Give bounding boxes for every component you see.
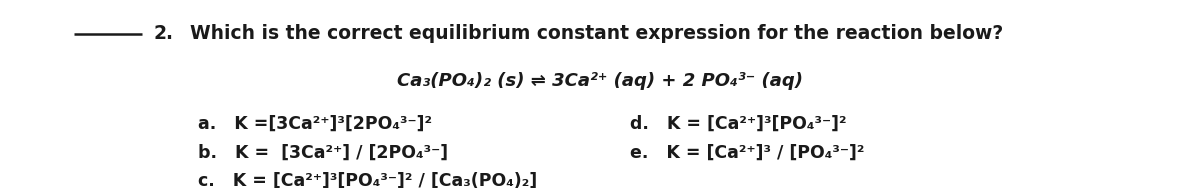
Text: c.   K = [Ca²⁺]³[PO₄³⁻]² / [Ca₃(PO₄)₂]: c. K = [Ca²⁺]³[PO₄³⁻]² / [Ca₃(PO₄)₂]: [198, 171, 538, 188]
Text: 2.: 2.: [154, 24, 174, 43]
Text: d.   K = [Ca²⁺]³[PO₄³⁻]²: d. K = [Ca²⁺]³[PO₄³⁻]²: [630, 115, 847, 133]
Text: e.   K = [Ca²⁺]³ / [PO₄³⁻]²: e. K = [Ca²⁺]³ / [PO₄³⁻]²: [630, 143, 864, 161]
Text: a.   K =[3Ca²⁺]³[2PO₄³⁻]²: a. K =[3Ca²⁺]³[2PO₄³⁻]²: [198, 115, 432, 133]
Text: Which is the correct equilibrium constant expression for the reaction below?: Which is the correct equilibrium constan…: [190, 24, 1003, 43]
Text: b.   K =  [3Ca²⁺] / [2PO₄³⁻]: b. K = [3Ca²⁺] / [2PO₄³⁻]: [198, 143, 448, 161]
Text: Ca₃(PO₄)₂ (s) ⇌ 3Ca²⁺ (aq) + 2 PO₄³⁻ (aq): Ca₃(PO₄)₂ (s) ⇌ 3Ca²⁺ (aq) + 2 PO₄³⁻ (aq…: [397, 72, 803, 90]
